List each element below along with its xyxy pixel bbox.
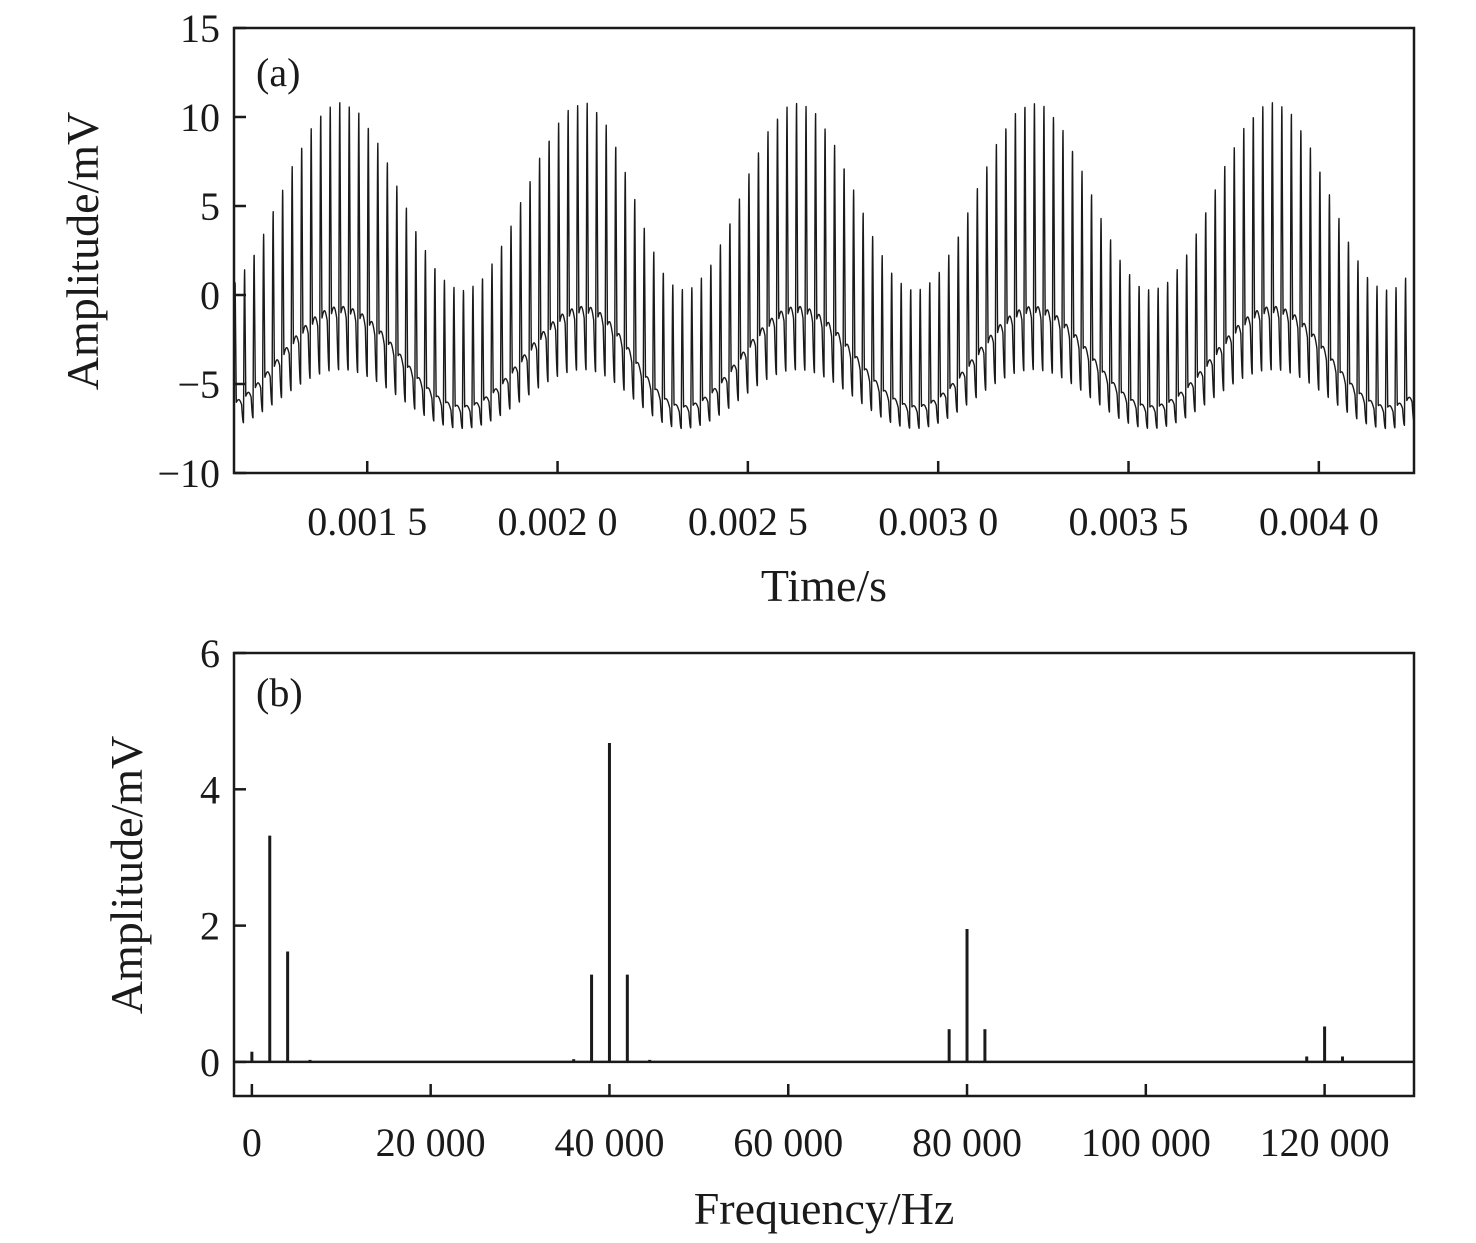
x-tick-label: 0.002 5 bbox=[688, 499, 808, 544]
y-tick-label: 0 bbox=[200, 1040, 220, 1085]
y-tick-label: 0 bbox=[200, 273, 220, 318]
y-tick-label: 15 bbox=[180, 6, 220, 51]
y-tick-label: 10 bbox=[180, 95, 220, 140]
time-domain-chart: −10 −5 0 5 10 15 0.001 5 0.002 0 0.002 5 0.003 0… bbox=[57, 6, 1416, 611]
y-axis-label-a: Amplitude/mV bbox=[57, 112, 108, 391]
y-axis-ticks-b: 0 2 4 6 bbox=[200, 631, 246, 1085]
x-tick-label: 0.004 0 bbox=[1259, 499, 1379, 544]
spectrum-lines bbox=[250, 742, 1344, 1062]
y-tick-label: 6 bbox=[200, 631, 220, 676]
x-tick-label: 100 000 bbox=[1081, 1120, 1211, 1165]
plot-frame-a bbox=[232, 26, 1416, 475]
y-tick-label: 5 bbox=[200, 184, 220, 229]
x-tick-label: 0.002 0 bbox=[498, 499, 618, 544]
y-tick-label: −10 bbox=[157, 451, 220, 496]
y-tick-label: 4 bbox=[200, 767, 220, 812]
y-tick-label: 2 bbox=[200, 904, 220, 949]
x-tick-label: 0 bbox=[242, 1120, 262, 1165]
x-tick-label: 60 000 bbox=[733, 1120, 843, 1165]
signal-line bbox=[233, 102, 1415, 430]
y-axis-label-b: Amplitude/mV bbox=[101, 736, 152, 1015]
y-axis-ticks-a: −10 −5 0 5 10 15 bbox=[157, 6, 246, 496]
x-tick-label: 20 000 bbox=[376, 1120, 486, 1165]
frequency-spectrum-chart: 0 2 4 6 0 20 000 40 000 60 000 80 000 100 000 120… bbox=[101, 631, 1416, 1234]
x-tick-label: 0.003 5 bbox=[1069, 499, 1189, 544]
y-tick-label: −5 bbox=[177, 362, 220, 407]
x-tick-label: 120 000 bbox=[1260, 1120, 1390, 1165]
x-tick-label: 40 000 bbox=[554, 1120, 664, 1165]
x-axis-ticks-a: 0.001 5 0.002 0 0.002 5 0.003 0 0.003 5 0.004… bbox=[307, 461, 1379, 544]
panel-label-b: (b) bbox=[256, 670, 303, 715]
panel-label-a: (a) bbox=[256, 50, 300, 95]
x-tick-label: 0.001 5 bbox=[307, 499, 427, 544]
plot-frame-b bbox=[232, 651, 1416, 1098]
x-tick-label: 80 000 bbox=[912, 1120, 1022, 1165]
x-axis-label-a: Time/s bbox=[761, 560, 887, 611]
x-axis-label-b: Frequency/Hz bbox=[694, 1183, 955, 1234]
x-tick-label: 0.003 0 bbox=[878, 499, 998, 544]
x-axis-ticks-b: 0 20 000 40 000 60 000 80 000 100 000 120 000 bbox=[242, 1084, 1390, 1165]
